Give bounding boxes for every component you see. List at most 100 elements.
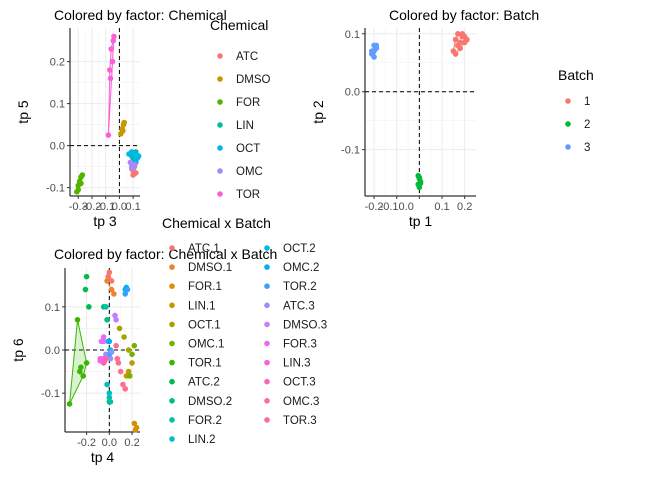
x-axis-title: tp 3 <box>93 213 117 229</box>
legend-label-FOR.3: FOR.3 <box>283 339 317 351</box>
point-TOR <box>107 67 113 73</box>
point-OMC.1 <box>126 373 133 379</box>
series-OCT.3 <box>100 355 109 366</box>
point-TOR <box>108 46 114 52</box>
y-tick-label: -0.1 <box>41 388 60 400</box>
point-ATC.2 <box>86 304 92 310</box>
legend-key-FOR.2 <box>169 417 175 423</box>
point-ATC <box>130 172 136 178</box>
legend-key-OMC.1 <box>169 340 175 347</box>
series-TOR.2 <box>122 286 131 297</box>
legend-label-DMSO.2: DMSO.2 <box>188 396 232 408</box>
legend-key-OCT.2 <box>264 245 270 251</box>
x-tick-label: -0.2 <box>82 201 101 213</box>
legend-key-ATC <box>217 53 223 59</box>
point-DMSO.1 <box>111 291 117 297</box>
point-3 <box>371 48 377 54</box>
legend-key-FOR.3 <box>264 340 270 347</box>
legend-label-OMC.2: OMC.2 <box>283 262 319 274</box>
legend-title: Chemical x Batch <box>162 215 271 231</box>
point-ATC.3 <box>107 355 114 362</box>
point-FOR.3 <box>100 334 107 340</box>
series-OMC <box>127 159 138 172</box>
chart-panel-1: Colored by factor: Chemical-0.3-0.2-0.10… <box>15 7 227 229</box>
point-DMSO.3 <box>112 312 118 319</box>
legend-key-1 <box>565 98 571 104</box>
point-FOR <box>79 172 86 178</box>
legend-key-2 <box>565 121 571 127</box>
legend-label-LIN.3: LIN.3 <box>283 358 311 370</box>
series-ATC.2 <box>82 273 92 310</box>
legend-label-OCT: OCT <box>236 143 260 155</box>
chart-panel-3: Colored by factor: Chemical x Batch -0.2 0… <box>10 246 277 465</box>
legend-1: Chemical ATC DMSO FOR LIN OCT OMC TOR <box>210 17 271 201</box>
point-OMC.1 <box>131 342 138 349</box>
x-tick-label: -0.2 <box>365 201 384 213</box>
y-tick-label: -0.1 <box>46 183 65 195</box>
chart-panel-2: Colored by factor: Batch-0.2-0.10.0 0.1 0.… <box>310 7 539 229</box>
legend-label-DMSO.3: DMSO.3 <box>283 319 327 331</box>
legend-key-TOR.2 <box>264 283 270 290</box>
legend-key-DMSO <box>217 76 223 82</box>
legend-key-TOR.1 <box>169 359 175 366</box>
point-ATC.2 <box>83 273 90 280</box>
point-OCT.1 <box>125 347 132 353</box>
point-LIN.2 <box>104 381 110 388</box>
point-ATC.1 <box>105 273 111 280</box>
point-TOR.3 <box>113 342 119 349</box>
legend-label-OMC.1: OMC.1 <box>188 339 224 351</box>
series-FOR.1 <box>131 420 140 433</box>
legend-key-LIN.1 <box>169 302 175 309</box>
legend-key-ATC.2 <box>169 378 175 385</box>
point-OMC.3 <box>117 368 124 375</box>
point-2 <box>416 174 423 181</box>
point-OCT <box>131 151 138 157</box>
legend-key-LIN.3 <box>264 359 270 366</box>
legend-key-ATC.3 <box>264 302 270 309</box>
point-OMC.1 <box>129 351 135 358</box>
point-DMSO.1 <box>108 286 115 293</box>
legend-label-OCT.1: OCT.1 <box>188 319 221 331</box>
legend-key-LIN.2 <box>169 436 175 442</box>
legend-label-TOR: TOR <box>236 189 260 201</box>
point-OCT <box>135 153 142 159</box>
point-TOR.1 <box>66 401 73 407</box>
point-FOR.3 <box>98 338 105 345</box>
legend-label-3: 3 <box>584 142 590 154</box>
series-3 <box>368 42 380 60</box>
legend-label-ATC: ATC <box>236 51 258 63</box>
legend-key-OCT.1 <box>169 321 175 328</box>
y-tick-label: 0.0 <box>345 87 360 99</box>
point-TOR.1 <box>83 360 90 366</box>
point-OMC <box>130 165 136 172</box>
legend-label-DMSO.1: DMSO.1 <box>188 262 232 274</box>
point-TOR <box>109 58 116 65</box>
point-FOR.2 <box>103 304 109 310</box>
y-tick-label: 0.1 <box>45 302 60 314</box>
legend-label-ATC.2: ATC.2 <box>188 377 220 389</box>
x-tick-label: 0.2 <box>124 437 139 449</box>
point-LIN.1 <box>125 368 132 375</box>
series-FOR.2 <box>103 304 114 405</box>
legend-key-OCT <box>217 145 223 151</box>
legend-key-ATC.1 <box>169 245 175 251</box>
chart-title: Colored by factor: Batch <box>389 7 539 23</box>
legend-label-ATC.3: ATC.3 <box>283 300 315 312</box>
legend-key-DMSO.3 <box>264 321 270 328</box>
legend-label-1: 1 <box>584 96 590 108</box>
series-FOR <box>74 172 86 195</box>
legend-label-FOR.1: FOR.1 <box>188 281 222 293</box>
point-ATC.2 <box>82 286 89 293</box>
legend-label-FOR.2: FOR.2 <box>188 415 222 427</box>
legend-key-TOR.3 <box>264 417 270 423</box>
y-tick-label: 0.0 <box>45 345 60 357</box>
y-axis-title: tp 6 <box>10 338 26 362</box>
x-tick-label: -0.1 <box>96 201 115 213</box>
point-DMSO.3 <box>113 316 119 323</box>
point-DMSO <box>120 128 126 134</box>
chart-title: Colored by factor: Chemical <box>54 7 227 23</box>
series-1 <box>450 30 470 57</box>
legend-label-OCT.3: OCT.3 <box>283 377 316 389</box>
point-FOR.1 <box>131 420 138 427</box>
